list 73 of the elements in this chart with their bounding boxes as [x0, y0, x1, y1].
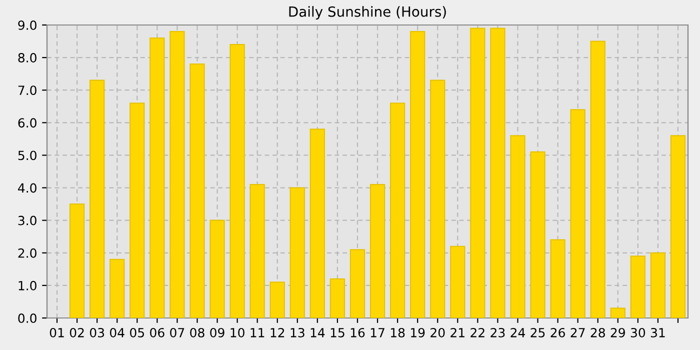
- x-tick-label: 28: [590, 328, 605, 338]
- bar: [630, 256, 646, 318]
- y-tick-label: 3.0: [18, 216, 36, 226]
- x-tick-label: 21: [450, 328, 464, 338]
- x-tick-label: 27: [570, 328, 585, 338]
- x-tick-label: 04: [110, 328, 124, 338]
- bar: [410, 30, 426, 318]
- bar: [550, 239, 566, 318]
- x-tick-label: 20: [430, 328, 445, 338]
- bar: [150, 37, 165, 318]
- bar: [510, 135, 526, 318]
- x-tick-label: 08: [190, 328, 204, 338]
- bar: [210, 220, 225, 318]
- x-tick-label: 26: [550, 328, 565, 338]
- bar: [530, 151, 546, 318]
- bar: [350, 249, 366, 318]
- x-tick-label: 29: [610, 328, 625, 338]
- bar: [170, 30, 185, 318]
- x-tick-label: 23: [490, 328, 505, 338]
- bar: [670, 135, 686, 318]
- x-tick-label: 11: [250, 328, 264, 338]
- x-tick-label: 22: [470, 328, 484, 338]
- bar: [570, 109, 586, 318]
- bar: [610, 308, 626, 318]
- x-tick-label: 09: [210, 328, 224, 338]
- bar: [430, 80, 446, 318]
- bar: [310, 128, 325, 318]
- bar: [450, 246, 466, 318]
- bar: [69, 204, 85, 318]
- y-tick-label: 5.0: [18, 150, 36, 160]
- x-tick-label: 24: [510, 328, 525, 338]
- x-tick-label: 13: [290, 328, 304, 338]
- x-tick-label: 05: [130, 328, 144, 338]
- x-tick-label: 02: [70, 328, 84, 338]
- bar: [330, 278, 346, 318]
- x-tick-label: 25: [530, 328, 545, 338]
- y-tick-label: 7.0: [18, 86, 36, 96]
- x-tick-label: 31: [650, 328, 665, 338]
- y-tick-label: 9.0: [18, 20, 36, 30]
- y-tick-label: 8.0: [18, 53, 36, 62]
- y-tick-label: 6.0: [18, 118, 36, 128]
- bar: [250, 184, 265, 318]
- bar: [470, 28, 486, 318]
- bar: [650, 252, 666, 318]
- x-tick-label: 03: [90, 328, 104, 338]
- y-tick-label: 4.0: [18, 183, 36, 193]
- x-tick-label: 14: [310, 328, 325, 338]
- bar: [110, 258, 125, 318]
- x-tick-label: 15: [330, 328, 344, 338]
- x-tick-label: 16: [350, 328, 365, 338]
- bar: [590, 40, 606, 318]
- bar: [130, 102, 145, 318]
- chart-title: Daily Sunshine (Hours): [289, 6, 446, 20]
- x-tick-label: 06: [150, 328, 164, 338]
- x-tick-label: 01: [50, 328, 64, 338]
- bar: [230, 44, 245, 318]
- y-tick-label: 2.0: [18, 248, 36, 258]
- x-tick-label: 19: [411, 328, 425, 338]
- x-tick-label: 07: [170, 328, 184, 338]
- x-tick-label: 17: [370, 328, 384, 338]
- x-tick-label: 30: [630, 328, 646, 338]
- bar: [270, 282, 285, 318]
- bar: [190, 64, 205, 318]
- x-tick-label: 12: [270, 328, 284, 338]
- x-tick-label: 18: [390, 328, 405, 338]
- bar: [290, 187, 305, 318]
- x-tick-label: 10: [230, 328, 244, 338]
- y-tick-label: 1.0: [18, 280, 36, 290]
- bar: [390, 102, 406, 318]
- bar: [370, 184, 386, 318]
- bar: [490, 28, 506, 318]
- y-tick-label: 0.0: [18, 313, 36, 323]
- bar: [90, 80, 105, 318]
